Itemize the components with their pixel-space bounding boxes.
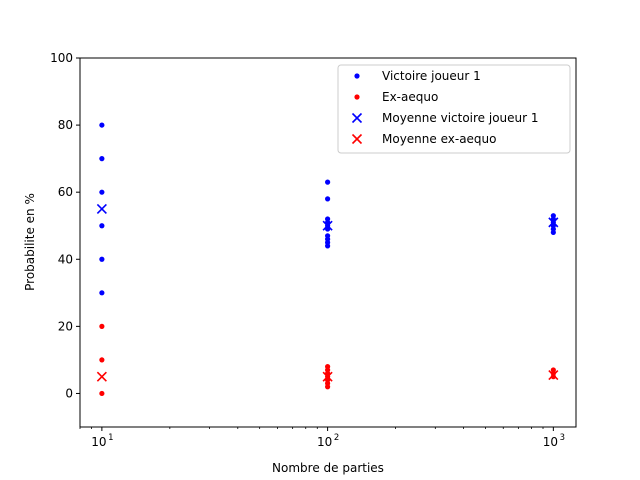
data-point	[99, 357, 105, 363]
mean-point	[96, 203, 107, 215]
y-tick-label: 20	[58, 319, 73, 333]
legend-item: Victoire joueur 1	[354, 69, 481, 83]
x-tick-label-base: 10	[543, 435, 558, 449]
y-tick-label: 80	[58, 118, 73, 132]
data-point	[99, 189, 105, 195]
legend-item: Moyenne victoire joueur 1	[351, 111, 539, 125]
data-point	[99, 256, 105, 262]
data-point	[325, 384, 331, 390]
legend-box	[337, 64, 571, 154]
legend-label: Victoire joueur 1	[382, 69, 481, 83]
data-point	[99, 390, 105, 397]
mean-point	[548, 369, 559, 381]
y-axis: 0 20 40 60 80 100	[50, 51, 80, 400]
data-point	[99, 156, 105, 162]
y-tick-label: 0	[65, 386, 73, 400]
data-point	[550, 229, 556, 236]
legend-marker	[354, 94, 360, 100]
series-0	[99, 122, 556, 296]
legend-item: Moyenne ex-aequo	[351, 132, 497, 146]
data-point	[99, 290, 105, 296]
x-tick-label: 10 2	[317, 433, 339, 449]
x-tick-label-exponent: 2	[334, 433, 339, 443]
data-point	[99, 122, 105, 128]
legend-label: Moyenne victoire joueur 1	[382, 111, 539, 125]
legend-marker	[351, 112, 363, 124]
y-tick-label: 100	[50, 51, 73, 65]
data-point	[325, 196, 331, 202]
legend-label: Moyenne ex-aequo	[382, 132, 497, 146]
legend-marker	[351, 133, 363, 145]
data-point	[325, 179, 331, 185]
x-axis: 10 1 10 2 10 3	[79, 427, 565, 449]
mean-point-stroke	[322, 371, 333, 382]
mean-point-stroke	[96, 371, 107, 382]
mean-point-stroke	[548, 217, 559, 228]
legend-marker	[354, 73, 360, 79]
mean-point	[96, 371, 107, 382]
x-tick-label-exponent: 1	[108, 433, 113, 443]
y-axis-label: Probabilite en %	[23, 193, 37, 291]
mean-point-stroke	[96, 203, 107, 215]
mean-point	[322, 371, 333, 382]
legend-label: Ex-aequo	[382, 90, 438, 104]
x-axis-label: Nombre de parties	[272, 461, 384, 475]
x-tick-label-base: 10	[317, 435, 332, 449]
mean-point	[548, 217, 559, 228]
mean-point-stroke	[322, 220, 333, 231]
data-point	[99, 323, 105, 329]
x-tick-label: 10 3	[543, 433, 565, 449]
mean-point	[322, 220, 333, 231]
y-tick-label: 40	[58, 252, 73, 266]
x-tick-label-exponent: 3	[560, 433, 565, 443]
data-marks	[96, 122, 559, 397]
legend-item: Ex-aequo	[354, 90, 438, 104]
x-tick-label: 10 1	[91, 433, 113, 449]
data-point	[325, 243, 331, 249]
x-tick-label-base: 10	[91, 435, 106, 449]
series-2	[96, 203, 559, 231]
data-point	[99, 223, 105, 229]
legend: Victoire joueur 1 Ex-aequo Moyenne victoir…	[337, 64, 571, 154]
series-3	[96, 369, 559, 382]
mean-point-stroke	[548, 369, 559, 381]
y-tick-label: 60	[58, 185, 73, 199]
